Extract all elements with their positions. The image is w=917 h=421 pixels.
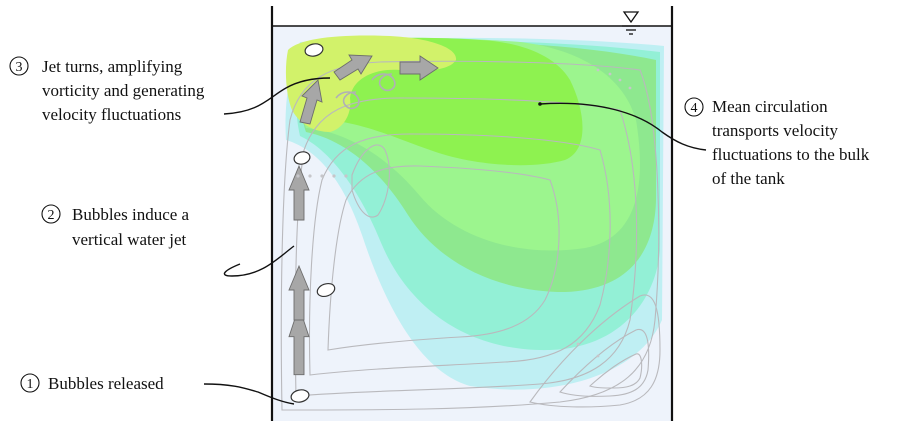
step-3-number: 3 [16,60,23,75]
step-2-line-1: Bubbles induce a [72,205,190,224]
step-3-line-2: vorticity and generating [42,81,205,100]
flow-arrow-icon [288,264,310,321]
step-3-marker [9,56,29,76]
step-4-number: 4 [691,101,698,116]
step-4-line-1: Mean circulation [712,97,828,116]
fluctuation-regions [285,35,664,390]
step-3-line-1: Jet turns, amplifying [42,57,183,76]
streamline [529,294,661,408]
streamline [280,60,660,411]
swirl-icon [335,91,360,110]
swirl-icon [371,73,396,92]
step-3-line-3: velocity fluctuations [42,105,181,124]
flow-arrow-icon [288,164,310,221]
flow-arrows [288,54,439,376]
step-1-line-1: Bubbles released [48,374,164,393]
step-2-marker [41,204,61,224]
streamline [559,328,650,397]
region-lime [285,35,457,132]
flow-arrow-icon [299,79,323,125]
step-4-line-4: of the tank [712,169,785,188]
annotation-1: 1 Bubbles released [20,373,295,405]
step-2-number: 2 [48,208,55,223]
flow-arrow-icon [333,54,373,81]
annotation-4: 4 Mean circulation transports velocity f… [538,97,870,188]
tracer-dots [296,68,632,358]
annotation-2: 2 Bubbles induce a vertical water jet [41,204,295,277]
step-4-marker [684,97,704,117]
leader-dot-4 [538,102,542,106]
annotation-3: 3 Jet turns, amplifying vorticity and ge… [9,56,331,124]
streamline [588,353,643,389]
flow-arrow-icon [399,55,439,81]
leader-line-1 [203,383,295,405]
leader-line-3 [223,77,331,115]
streamline [351,144,390,218]
swirl-icons [335,73,396,110]
step-2-line-2: vertical water jet [72,230,186,249]
step-4-line-3: fluctuations to the bulk [712,145,870,164]
leader-line-2 [223,245,295,277]
bubble-icon [290,389,310,403]
tank-walls [270,6,674,421]
bubble-icon [293,151,311,165]
bubble-icon [304,43,324,57]
free-surface-icon [622,11,640,35]
step-1-marker [20,373,40,393]
bubbles [290,43,336,403]
streamline [308,133,611,376]
flow-arrow-icon [288,304,310,376]
step-4-line-2: transports velocity [712,121,839,140]
step-1-number: 1 [27,377,34,392]
streamline [327,165,560,351]
leader-line-4 [539,102,707,151]
bubble-icon [316,282,336,298]
